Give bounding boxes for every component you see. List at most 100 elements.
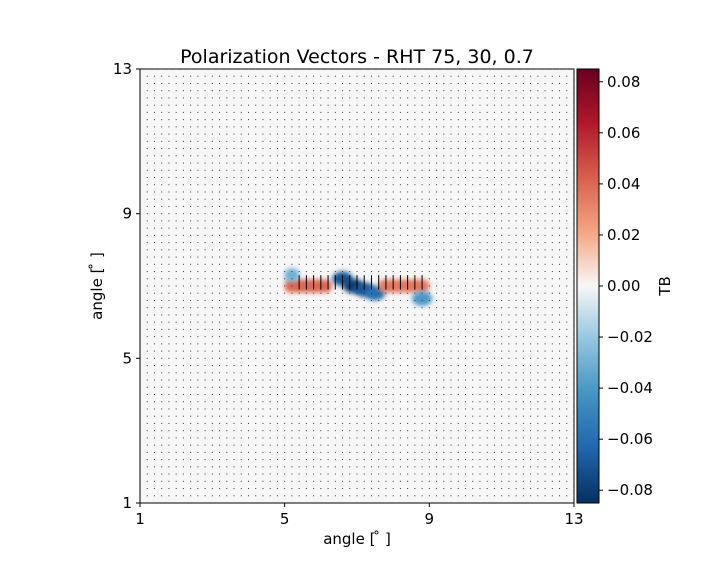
vector-dot-3491: [566, 422, 568, 424]
vector-dot-1229: [291, 292, 293, 294]
vector-dot-2565: [450, 177, 452, 178]
vector-dot-2317: [421, 234, 423, 236]
vector-dot-1367: [305, 162, 307, 164]
vector-dot-1076: [269, 97, 271, 99]
vector-dot-1446: [320, 459, 322, 461]
vector-dot-188: [168, 444, 170, 446]
vector-dot-2598: [457, 372, 459, 374]
vector-dot-2528: [450, 444, 452, 446]
vector-dot-767: [233, 162, 235, 164]
vector-dot-652: [219, 126, 221, 128]
vector-dot-476: [197, 97, 199, 99]
vector-dot-1955: [378, 249, 380, 251]
vector-dot-762: [233, 198, 235, 200]
vector-dot-1395: [313, 394, 315, 395]
vector-dot-2682: [465, 198, 466, 200]
vector-dot-3303: [544, 480, 546, 482]
vector-dot-25: [146, 321, 148, 323]
vector-dot-1012: [262, 126, 264, 128]
vector-dot-682: [226, 343, 228, 345]
vector-dot-57: [146, 90, 148, 92]
vector-dot-2017: [385, 234, 387, 236]
vector-dot-1546: [327, 169, 329, 171]
vector-dot-1234: [291, 256, 293, 258]
vector-dot-2471: [443, 422, 445, 424]
vector-dot-2234: [414, 401, 416, 403]
vector-dot-2876: [486, 97, 488, 99]
vector-dot-2919: [493, 220, 495, 222]
vector-dot-538: [204, 82, 206, 84]
vector-dot-1925: [378, 466, 380, 468]
vector-dot-520: [204, 213, 206, 215]
vector-dot-2655: [465, 394, 466, 395]
vector-dot-1214: [291, 401, 293, 403]
vector-dot-2879: [486, 75, 488, 77]
vector-dot-3403: [551, 191, 553, 193]
vector-dot-182: [168, 488, 170, 490]
vector-dot-3215: [530, 249, 532, 251]
vector-dot-1523: [327, 336, 329, 338]
vector-dot-255: [175, 394, 177, 395]
vector-dot-3526: [566, 169, 568, 171]
vector-dot-969: [262, 437, 264, 439]
vector-dot-2076: [392, 242, 394, 244]
vector-dot-995: [262, 249, 264, 251]
vector-dot-3156: [522, 242, 524, 244]
vector-dot-1847: [363, 162, 365, 164]
vector-dot-2817: [479, 90, 481, 92]
vector-dot-428: [197, 444, 199, 446]
vector-dot-2051: [392, 422, 394, 424]
vector-dot-2740: [472, 213, 474, 215]
vector-dot-2391: [428, 133, 430, 135]
vector-dot-285: [175, 177, 177, 178]
vector-dot-3072: [515, 415, 517, 417]
vector-dot-2243: [414, 336, 416, 338]
vector-dot-15: [146, 394, 148, 395]
vector-dot-3192: [530, 415, 532, 417]
vector-dot-2725: [472, 321, 474, 323]
vector-dot-392: [190, 271, 192, 273]
vector-dot-385: [190, 321, 192, 323]
vector-dot-70: [153, 430, 155, 432]
vector-dot-2730: [472, 285, 474, 287]
vector-dot-1674: [342, 111, 344, 113]
vector-dot-2538: [450, 372, 452, 374]
vector-dot-3428: [559, 444, 561, 446]
vector-dot-568: [211, 299, 213, 301]
vector-dot-307: [182, 451, 184, 453]
vector-dot-1647: [342, 307, 344, 309]
vector-dot-2133: [399, 263, 401, 265]
cbar-tick-label-7: −0.06: [607, 430, 653, 448]
vector-dot-2857: [486, 234, 488, 236]
vector-dot-3210: [530, 285, 532, 287]
vector-dot-2839: [486, 365, 488, 367]
vector-dot-2765: [479, 466, 481, 468]
vector-dot-2344: [428, 473, 430, 475]
vector-dot-2430: [436, 285, 438, 287]
vector-dot-1587: [334, 307, 336, 309]
vector-dot-3477: [559, 90, 561, 92]
vector-dot-3424: [559, 473, 561, 475]
vector-dot-1861: [370, 495, 372, 497]
vector-dot-1948: [378, 299, 380, 301]
vector-dot-94: [153, 256, 155, 258]
vector-dot-2221: [414, 495, 416, 497]
vector-dot-3228: [530, 155, 532, 157]
vector-dot-1403: [313, 336, 315, 338]
vector-dot-2735: [472, 249, 474, 251]
vector-dot-3383: [551, 336, 553, 338]
vector-dot-2605: [457, 321, 459, 323]
vector-dot-3223: [530, 191, 532, 193]
vector-dot-3586: [573, 169, 574, 171]
vector-dot-3463: [559, 191, 561, 193]
vector-dot-2295: [421, 394, 423, 395]
vector-dot-121: [161, 495, 163, 497]
vector-dot-3522: [566, 198, 568, 200]
vector-dot-3148: [522, 299, 524, 301]
vector-dot-536: [204, 97, 206, 99]
vector-dot-757: [233, 234, 235, 236]
vector-dot-273: [175, 263, 177, 265]
vector-dot-2833: [486, 408, 488, 410]
vector-dot-1462: [320, 343, 322, 345]
vector-dot-2646: [465, 459, 466, 461]
